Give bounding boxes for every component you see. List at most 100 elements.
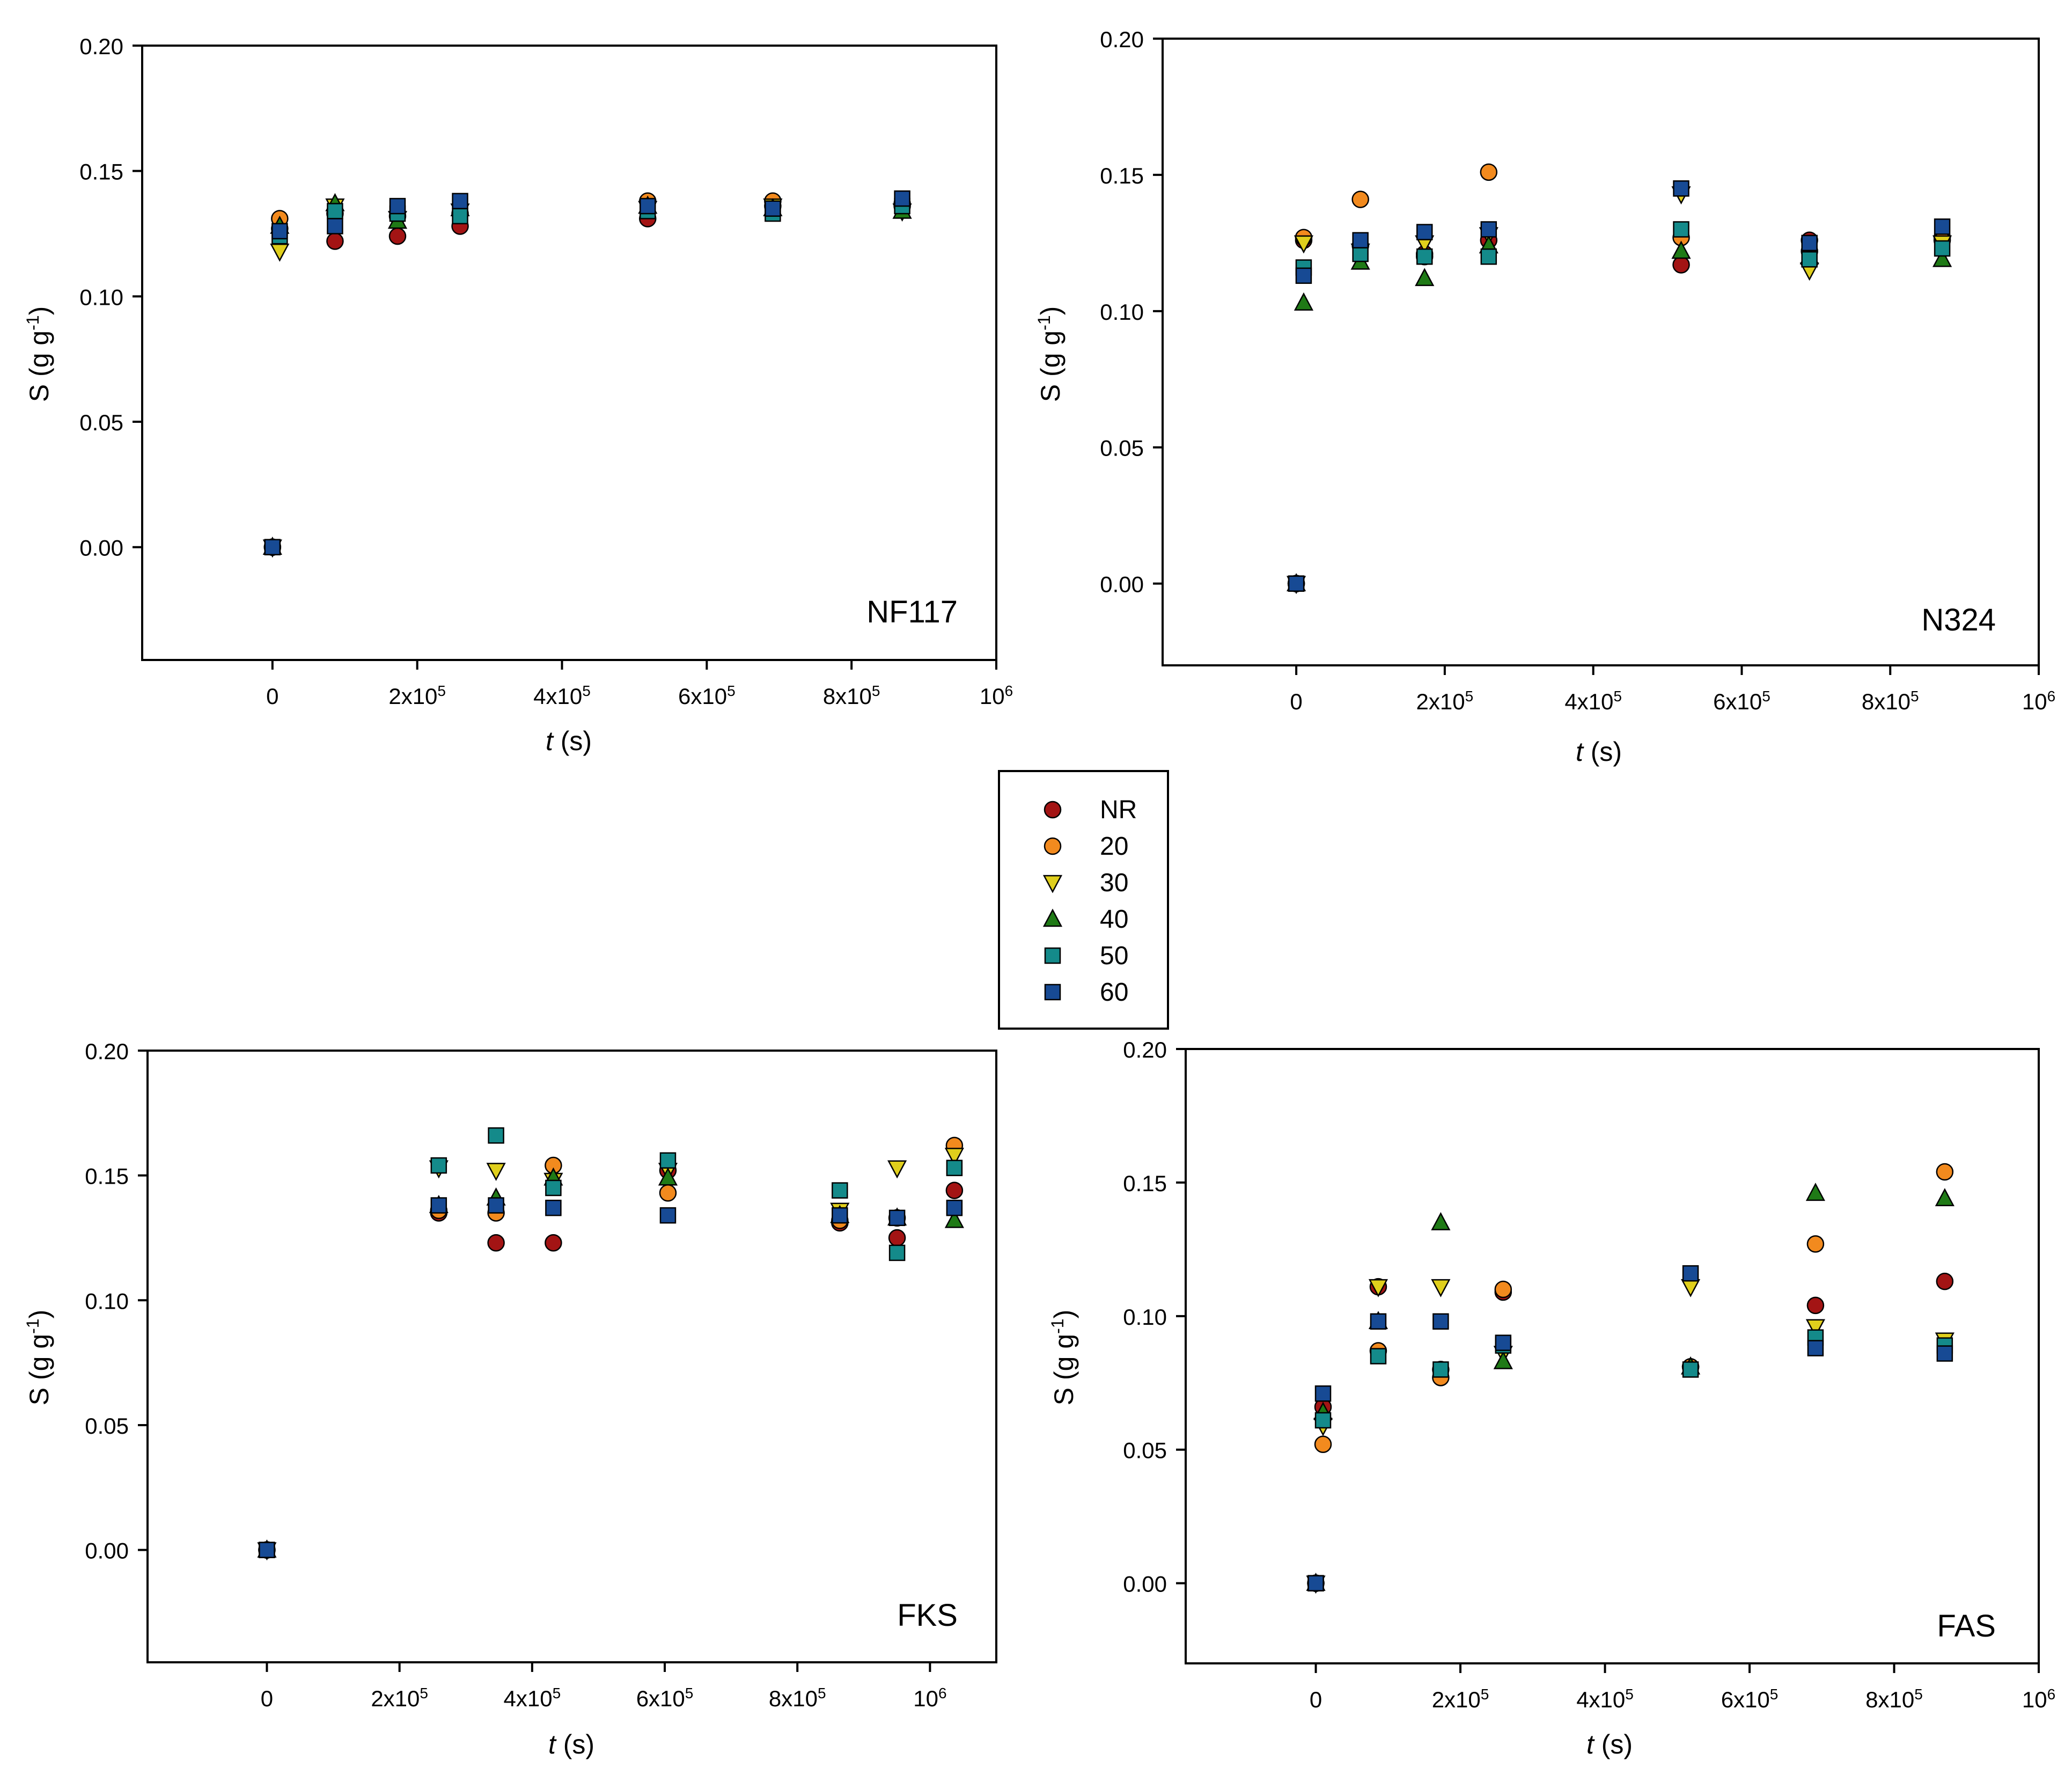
series-60 — [264, 190, 910, 555]
data-point — [1294, 235, 1314, 254]
plot-frame — [146, 1050, 997, 1663]
y-tick-label: 0.10 — [1100, 299, 1144, 325]
data-point — [832, 1182, 848, 1199]
y-tick-label: 0.20 — [1100, 27, 1144, 52]
data-point — [1431, 1279, 1451, 1297]
plot-frame — [1185, 1048, 2040, 1664]
x-tick-label: 2x105 — [1416, 688, 1474, 715]
svg-text:S (g g-1): S (g g-1) — [1048, 1310, 1079, 1406]
data-point — [259, 1542, 275, 1558]
x-tick-label: 0 — [1290, 689, 1302, 714]
x-tick-label: 2x105 — [1432, 1686, 1489, 1713]
data-point — [1415, 268, 1435, 287]
y-tick-label: 0.00 — [79, 535, 123, 561]
data-point — [832, 1207, 848, 1224]
y-tick-label: 0.10 — [85, 1288, 129, 1314]
panel-annotation: N324 — [1921, 603, 1996, 637]
data-point — [327, 218, 343, 234]
data-point — [1432, 1313, 1449, 1330]
x-axis-label-unit: (s) — [553, 726, 592, 756]
data-point — [659, 1152, 677, 1169]
data-point — [1495, 1334, 1512, 1351]
data-point — [1431, 1212, 1451, 1230]
data-point — [1307, 1575, 1324, 1591]
data-point — [326, 232, 344, 250]
data-point — [271, 223, 288, 240]
data-point — [765, 200, 781, 217]
data-point — [1314, 1385, 1332, 1402]
data-point — [1370, 1313, 1387, 1330]
y-axis-label: S (g g-1) — [1034, 306, 1066, 402]
x-tick-label: 6x105 — [678, 683, 736, 709]
data-point — [888, 1229, 906, 1247]
x-tick-label: 4x105 — [1564, 688, 1622, 715]
legend-marker-30 — [1042, 875, 1063, 893]
data-point — [945, 1182, 964, 1199]
data-point — [1682, 1361, 1699, 1378]
y-axis-label-text: S (g g — [1049, 1334, 1079, 1405]
panel-annotation: FAS — [1937, 1609, 1996, 1644]
y-tick-label: 0.20 — [1123, 1037, 1167, 1062]
svg-text:S (g g-1): S (g g-1) — [23, 306, 54, 402]
x-axis-label-var: t — [1576, 737, 1584, 767]
data-point — [389, 197, 406, 215]
data-point — [452, 193, 468, 210]
data-point — [545, 1199, 562, 1216]
data-point — [1671, 240, 1691, 259]
x-tick-label: 106 — [2022, 1686, 2055, 1713]
data-point — [1934, 240, 1951, 257]
x-axis-label: t (s) — [1576, 737, 1622, 767]
data-point — [888, 1244, 906, 1261]
x-tick-label: 0 — [261, 1686, 273, 1711]
data-point — [487, 1234, 505, 1252]
data-point — [264, 539, 281, 555]
data-point — [1805, 1319, 1825, 1338]
data-point — [659, 1207, 677, 1224]
legend-marker-20 — [1044, 837, 1062, 855]
data-point — [1352, 245, 1369, 262]
x-axis-label: t (s) — [546, 726, 592, 756]
y-axis-label-exp: -1 — [23, 1318, 42, 1333]
data-point — [1370, 1348, 1387, 1364]
x-tick-label: 8x105 — [823, 683, 880, 709]
data-point — [1314, 1435, 1332, 1454]
data-point — [1480, 248, 1497, 265]
legend-frame — [998, 770, 1169, 1030]
legend-marker-60 — [1044, 984, 1061, 1001]
data-point — [1416, 224, 1433, 240]
data-point — [1368, 1279, 1388, 1297]
y-axis-label-exp: -1 — [1034, 315, 1054, 330]
y-tick-label: 0.20 — [79, 34, 123, 59]
data-point — [1801, 234, 1818, 252]
panel-n324: S (g g-1) t (s) N324 0.00 0.05 0.10 0.15 0.2… — [1034, 27, 2055, 767]
data-point — [1351, 190, 1369, 208]
data-point — [1480, 163, 1498, 181]
x-tick-label: 2x105 — [371, 1685, 428, 1712]
y-axis-label-exp: -1 — [23, 315, 42, 330]
series-60 — [1288, 180, 1951, 592]
data-point — [1936, 1163, 1954, 1181]
y-axis-label-exp: -1 — [1048, 1318, 1067, 1333]
data-point — [1673, 180, 1689, 197]
data-point — [894, 190, 910, 207]
y-axis-label-text: S (g g — [24, 1334, 54, 1405]
data-point — [1294, 292, 1314, 311]
y-tick-label: 0.15 — [79, 159, 123, 185]
y-axis-label-close: ) — [1035, 306, 1066, 316]
legend-label-20: 20 — [1100, 832, 1128, 861]
data-point — [388, 227, 407, 245]
y-tick-label: 0.10 — [1123, 1304, 1167, 1330]
panel-fks: S (g g-1) t (s) FKS 0.00 0.05 0.10 0.15 0.20… — [23, 1039, 997, 1759]
data-point — [944, 1209, 964, 1228]
data-point — [452, 208, 468, 225]
data-point — [1672, 256, 1690, 274]
y-axis-label-close: ) — [24, 1310, 54, 1319]
legend-marker-nr — [1044, 801, 1062, 819]
x-tick-label: 106 — [2022, 688, 2055, 715]
data-point — [1934, 218, 1951, 235]
legend-label-nr: NR — [1100, 796, 1137, 824]
data-point — [639, 197, 656, 215]
legend-label-60: 60 — [1100, 978, 1128, 1007]
data-point — [1494, 1280, 1512, 1299]
x-tick-label: 6x105 — [636, 1685, 694, 1712]
